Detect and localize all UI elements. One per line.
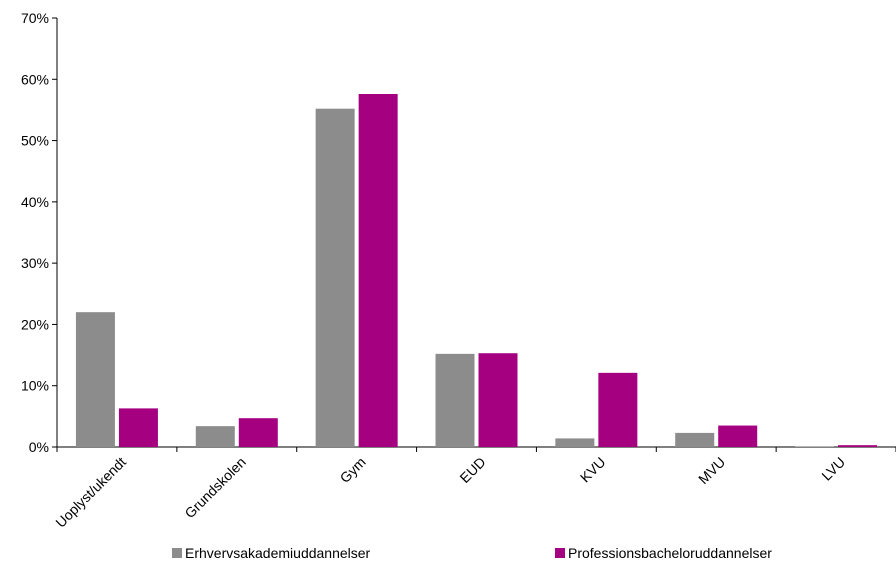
bar-series-1 [795,446,835,447]
legend-item-series-2: Professionsbacheloruddannelser [555,544,772,562]
y-tick-label: 60% [21,71,49,87]
bar-series-1 [675,432,715,447]
x-tick-label: EUD [456,454,488,486]
bar-series-1 [195,426,235,447]
bar-series-1 [555,438,595,447]
bar-series-1 [315,108,355,448]
y-tick-label: 0% [29,439,49,455]
y-tick-label: 10% [21,378,49,394]
bar-series-2 [598,372,638,447]
y-axis-ticks: 0% 10% 20% 30% 40% 50% 60% 70% [21,10,57,455]
x-tick-label: MVU [695,454,728,487]
x-tick-label: LVU [818,454,848,484]
x-tick-label: Uoplyst/ukendt [52,454,129,531]
x-tick-label: Grundskolen [181,454,248,521]
legend-label-series-1: Erhvervsakademiuddannelser [185,545,371,561]
x-axis-ticks [56,447,896,452]
x-tick-label: Gym [337,454,369,486]
x-axis-labels: Uoplyst/ukendt Grundskolen Gym EUD KVU MVU LVU [52,454,848,531]
bars-group [75,93,878,448]
bar-series-2 [838,445,878,447]
x-tick-label: KVU [577,454,609,486]
legend-swatch-series-1 [172,548,182,558]
bar-series-2 [238,418,278,447]
bar-series-2 [718,425,758,447]
bar-series-1 [75,312,115,447]
y-tick-label: 50% [21,133,49,149]
legend-item-series-1: Erhvervsakademiuddannelser [172,544,370,562]
y-tick-label: 30% [21,255,49,271]
bar-series-2 [358,93,398,447]
bar-series-2 [478,353,518,447]
legend-swatch-series-2 [555,548,565,558]
bar-series-2 [118,408,158,447]
bar-series-1 [435,353,475,447]
y-tick-label: 20% [21,316,49,332]
legend-label-series-2: Professionsbacheloruddannelser [568,545,772,561]
y-tick-label: 70% [21,10,49,26]
y-tick-label: 40% [21,194,49,210]
